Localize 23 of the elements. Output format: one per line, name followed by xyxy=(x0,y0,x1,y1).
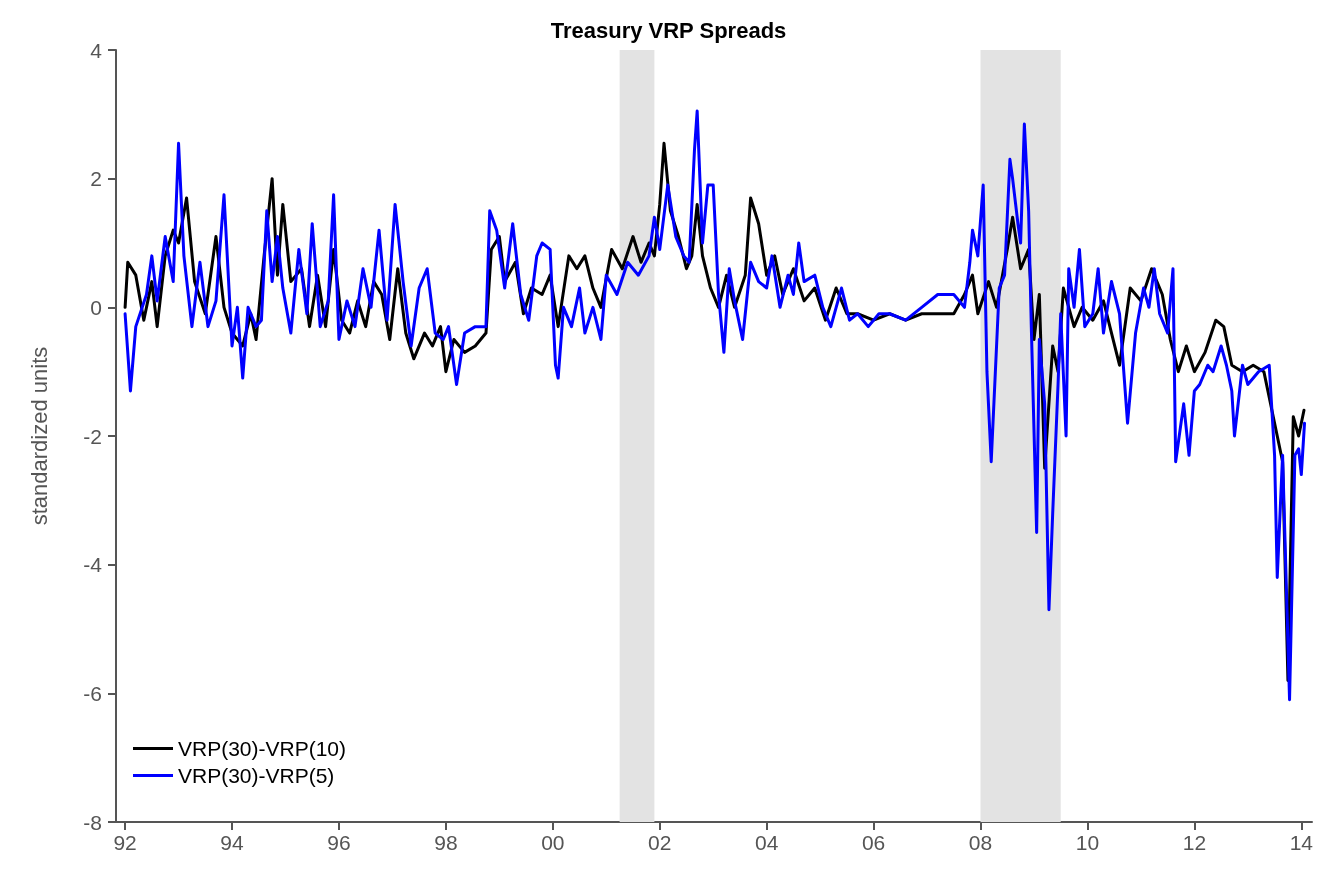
y-tick-label: 2 xyxy=(90,167,102,191)
x-tick-label: 12 xyxy=(1182,831,1207,854)
x-tick-label: 98 xyxy=(434,831,458,854)
y-tick-label: 4 xyxy=(90,38,103,62)
legend-label: VRP(30)-VRP(5) xyxy=(178,764,335,787)
y-tick-label: -6 xyxy=(83,681,102,705)
x-tick-label: 00 xyxy=(541,831,565,854)
legend-label: VRP(30)-VRP(10) xyxy=(178,737,347,760)
x-tick-label: 04 xyxy=(754,831,779,854)
y-tick-label: -4 xyxy=(83,553,103,577)
x-tick-label: 06 xyxy=(861,831,886,854)
y-tick-label: -2 xyxy=(83,424,102,448)
x-tick-label: 10 xyxy=(1075,831,1100,854)
y-tick-label: -8 xyxy=(83,810,102,834)
y-axis-title: standardized units xyxy=(26,346,52,526)
x-tick-label: 08 xyxy=(968,831,993,854)
x-tick-label: 14 xyxy=(1289,831,1314,854)
chart-title: Treasury VRP Spreads xyxy=(550,17,787,43)
x-tick-label: 96 xyxy=(327,831,351,854)
x-tick-label: 94 xyxy=(220,831,245,854)
y-tick-label: 0 xyxy=(90,295,102,319)
x-tick-label: 02 xyxy=(648,831,672,854)
x-tick-label: 92 xyxy=(113,831,137,854)
